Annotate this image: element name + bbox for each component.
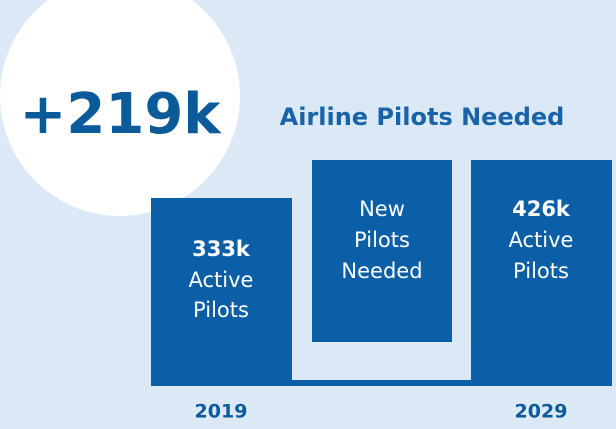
bar	[471, 160, 612, 386]
value-label: 333k	[192, 237, 251, 261]
label: Active	[189, 268, 254, 292]
year-label: 2019	[195, 401, 248, 423]
label: New	[359, 197, 405, 221]
bar	[151, 198, 292, 386]
title: Airline Pilots Needed	[280, 103, 565, 131]
label: Needed	[341, 259, 422, 283]
headline: +219k	[19, 82, 222, 147]
label: Active	[509, 228, 574, 252]
value-label: 426k	[512, 197, 571, 221]
label: Pilots	[193, 298, 249, 322]
box	[312, 160, 452, 342]
base-strip	[151, 380, 612, 386]
label: Pilots	[513, 259, 569, 283]
circle	[0, 0, 240, 216]
label: Pilots	[354, 228, 410, 252]
year-label: 2029	[515, 401, 568, 423]
